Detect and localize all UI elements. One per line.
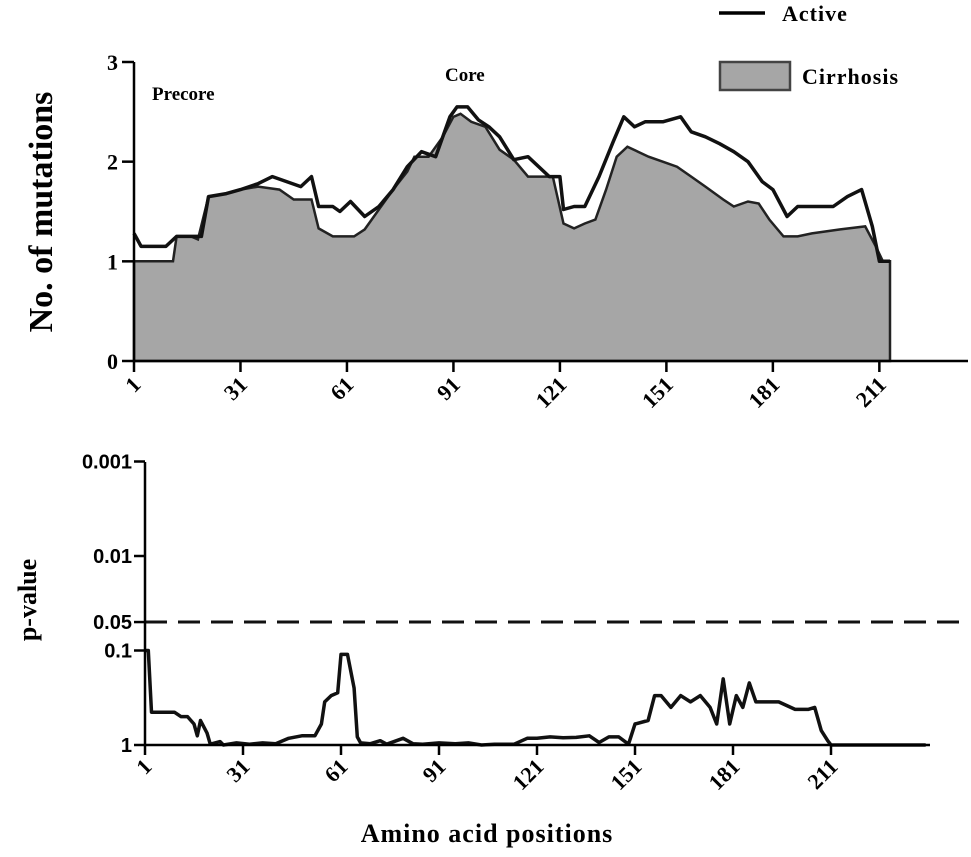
bottom-y-tick-label: 0.1 xyxy=(104,641,132,663)
bottom-x-axis-title: Amino acid positions xyxy=(361,819,614,848)
top-x-tick-label: 181 xyxy=(743,372,784,413)
bottom-x-tick-label: 1 xyxy=(131,754,156,779)
top-y-tick-label: 2 xyxy=(107,150,118,175)
legend-cirrhosis-label: Cirrhosis xyxy=(802,64,899,89)
bottom-panel: 0.001 0.01 0.05 0.1 1 1 31 61 91 121 151 181 211 p-… xyxy=(13,452,968,848)
bottom-y-ticks: 0.001 0.01 0.05 0.1 1 xyxy=(82,452,145,757)
top-y-tick-label: 3 xyxy=(107,50,118,75)
top-x-tick-label: 31 xyxy=(219,372,252,405)
bottom-y-tick-label: 0.01 xyxy=(93,546,132,568)
bottom-x-tick-label: 31 xyxy=(221,754,254,787)
bottom-x-tick-label: 61 xyxy=(319,754,352,787)
top-x-tick-label: 61 xyxy=(325,372,358,405)
bottom-y-axis-title: p-value xyxy=(13,559,42,641)
top-x-tick-label: 91 xyxy=(432,372,465,405)
bottom-x-tick-label: 121 xyxy=(508,754,549,795)
top-x-ticks: 1 31 61 91 121 151 181 211 xyxy=(120,361,891,413)
annotation-core: Core xyxy=(445,65,485,86)
top-y-tick-label: 0 xyxy=(107,349,118,374)
legend: Active Cirrhosis xyxy=(718,1,899,92)
bottom-x-tick-label: 181 xyxy=(704,754,745,795)
top-y-ticks: 0 1 2 3 xyxy=(107,50,134,374)
annotation-precore: Precore xyxy=(152,84,215,105)
cirrhosis-area xyxy=(132,112,892,363)
bottom-x-tick-label: 151 xyxy=(606,754,647,795)
bottom-y-tick-label: 1 xyxy=(121,735,132,757)
top-x-tick-label: 151 xyxy=(637,372,678,413)
bottom-y-tick-label: 0.05 xyxy=(93,612,132,634)
bottom-x-tick-label: 211 xyxy=(802,754,842,794)
top-y-axis-title: No. of mutations xyxy=(23,92,60,333)
bottom-x-ticks: 1 31 61 91 121 151 181 211 xyxy=(131,745,843,795)
top-x-tick-label: 121 xyxy=(530,372,571,413)
legend-cirrhosis-swatch xyxy=(718,60,792,92)
top-x-tick-label: 1 xyxy=(120,372,145,397)
top-y-tick-label: 1 xyxy=(107,249,118,274)
active-line xyxy=(132,105,890,264)
p-value-line xyxy=(145,648,926,747)
top-x-tick-label: 211 xyxy=(851,372,891,412)
bottom-y-tick-label: 0.001 xyxy=(82,452,132,474)
bottom-x-tick-label: 91 xyxy=(417,754,450,787)
legend-active-label: Active xyxy=(782,1,848,26)
